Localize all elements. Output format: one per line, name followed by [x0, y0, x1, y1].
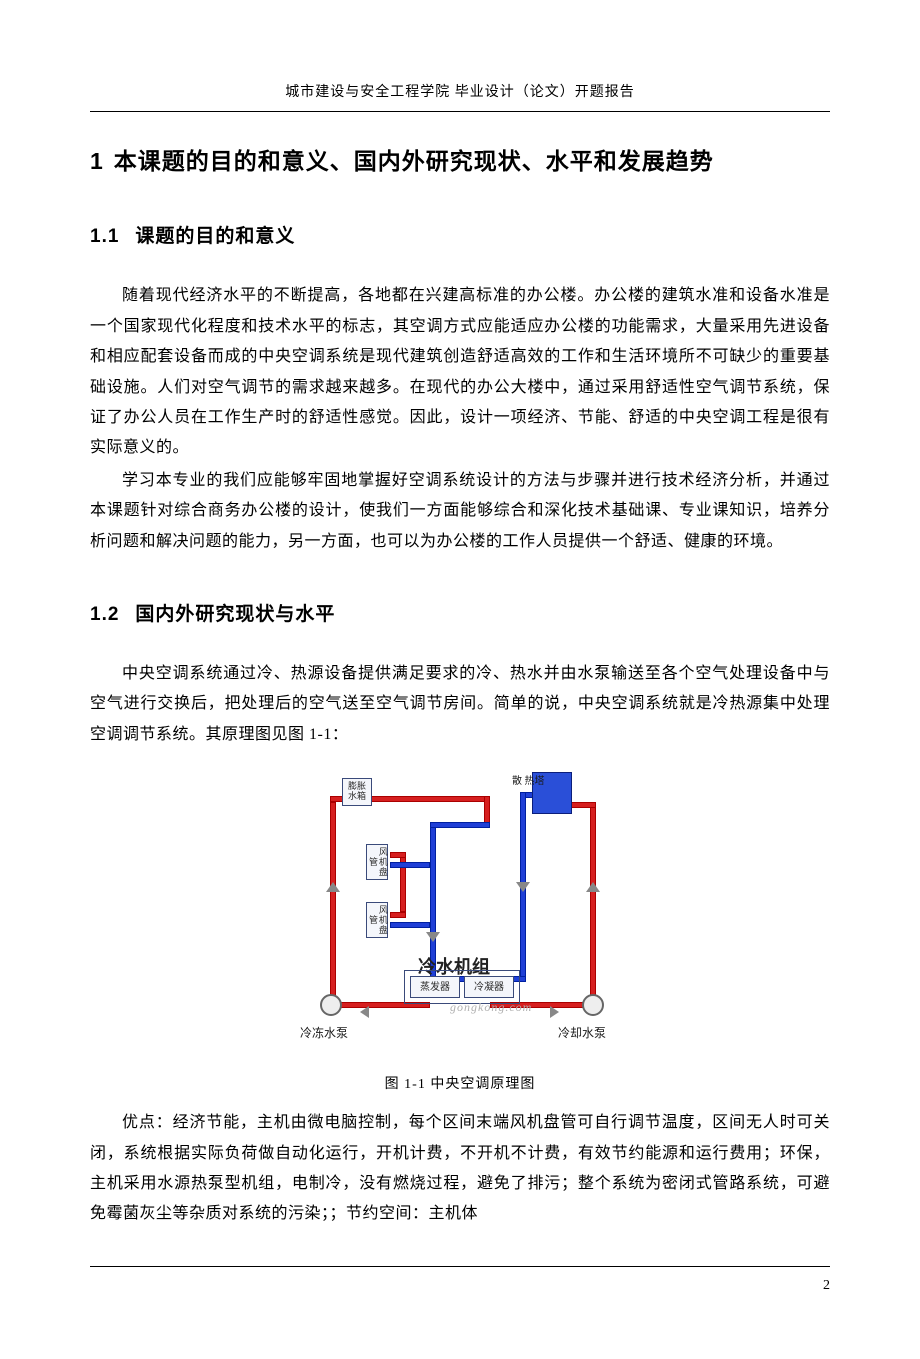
node-expansion-tank: 膨胀 水箱: [342, 778, 372, 806]
paragraph: 优点：经济节能，主机由微电脑控制，每个区间末端风机盘管可自行调节温度，区间无人时…: [90, 1108, 830, 1230]
pipe-hot: [590, 802, 596, 1002]
label-chilled-pump: 冷冻水泵: [300, 1022, 348, 1045]
node-fan-coil: 风机盘管: [366, 902, 388, 938]
flow-arrow: [586, 882, 600, 892]
node-chilled-pump: [320, 994, 342, 1016]
paragraph: 学习本专业的我们应能够牢固地掌握好空调系统设计的方法与步骤并进行技术经济分析，并…: [90, 466, 830, 557]
pipe-hot: [568, 802, 596, 808]
paragraph: 随着现代经济水平的不断提高，各地都在兴建高标准的办公楼。办公楼的建筑水准和设备水…: [90, 281, 830, 463]
flow-arrow: [550, 1006, 559, 1018]
node-fan-coil: 风机盘管: [366, 844, 388, 880]
label-cooling-pump: 冷却水泵: [558, 1022, 606, 1045]
heading-1-2-number: 1.2: [90, 604, 119, 625]
pipe-cold: [390, 862, 430, 868]
paragraph: 中央空调系统通过冷、热源设备提供满足要求的冷、热水并由水泵输送至各个空气处理设备…: [90, 659, 830, 750]
figure-1-1: 膨胀 水箱 散 热塔 风机盘管 风机盘管 冷水机组 蒸发器 冷凝器 冷冻水泵 冷…: [90, 762, 830, 1063]
label-cooling-tower: 散 热塔: [512, 776, 545, 787]
page-header: 城市建设与安全工程学院 毕业设计（论文）开题报告: [90, 80, 830, 112]
label-fan-coil-1: 风机盘管: [367, 846, 387, 878]
heading-1: 1 本课题的目的和意义、国内外研究现状、水平和发展趋势: [90, 140, 830, 184]
heading-1-number: 1: [90, 148, 104, 174]
page-footer: 2: [90, 1266, 830, 1300]
heading-1-2-title: 国内外研究现状与水平: [135, 604, 335, 625]
diagram-hvac: 膨胀 水箱 散 热塔 风机盘管 风机盘管 冷水机组 蒸发器 冷凝器 冷冻水泵 冷…: [300, 762, 620, 1052]
heading-1-1: 1.1 课题的目的和意义: [90, 219, 830, 255]
figure-caption: 图 1-1 中央空调原理图: [90, 1072, 830, 1099]
pipe-hot: [330, 802, 336, 1002]
page-number: 2: [823, 1278, 830, 1293]
pipe-cold: [430, 822, 490, 828]
pipe-hot: [390, 912, 406, 918]
heading-1-1-number: 1.1: [90, 226, 119, 247]
flow-arrow: [360, 1006, 369, 1018]
pipe-hot: [390, 852, 406, 858]
node-cooling-pump: [582, 994, 604, 1016]
pipe-cold: [390, 922, 430, 928]
flow-arrow: [326, 882, 340, 892]
heading-1-2: 1.2 国内外研究现状与水平: [90, 597, 830, 633]
flow-arrow: [516, 882, 530, 892]
label-fan-coil-2: 风机盘管: [367, 904, 387, 936]
heading-1-1-title: 课题的目的和意义: [135, 226, 295, 247]
pipe-hot: [400, 852, 406, 912]
flow-arrow: [426, 932, 440, 942]
heading-1-title: 本课题的目的和意义、国内外研究现状、水平和发展趋势: [114, 148, 714, 174]
watermark: gongkong.com: [450, 996, 532, 1019]
